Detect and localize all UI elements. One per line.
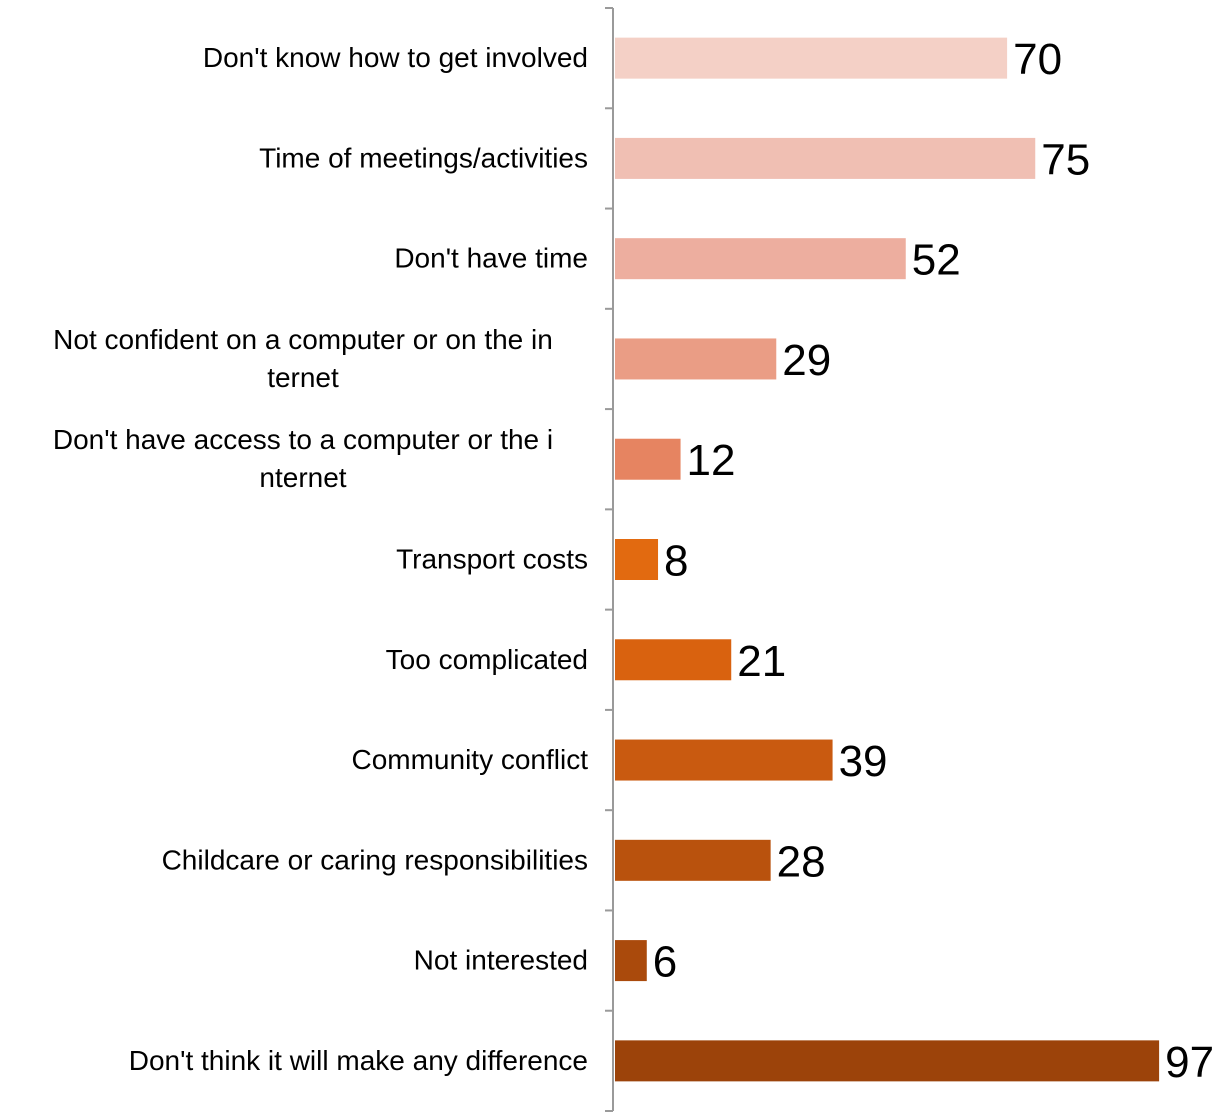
category-label: Childcare or caring responsibilities xyxy=(162,844,588,875)
value-label: 97 xyxy=(1165,1038,1214,1087)
value-label: 28 xyxy=(777,837,826,886)
category-label: Don't think it will make any difference xyxy=(129,1045,588,1076)
value-label: 12 xyxy=(687,436,736,485)
category-label: Don't know how to get involved xyxy=(203,42,588,73)
value-label: 8 xyxy=(664,537,688,586)
category-label-line: Don't have access to a computer or the i xyxy=(53,424,553,455)
value-label: 21 xyxy=(737,637,786,686)
category-label: Don't have access to a computer or the i… xyxy=(53,424,553,493)
bar xyxy=(615,1040,1160,1082)
bar xyxy=(615,137,1036,179)
bar xyxy=(615,839,771,881)
value-label: 70 xyxy=(1013,35,1062,84)
bars-group xyxy=(615,37,1160,1082)
category-labels: Don't know how to get involved Time of me… xyxy=(53,42,588,1076)
category-label: Don't have time xyxy=(394,243,588,274)
bar xyxy=(615,539,659,580)
bar xyxy=(615,238,906,280)
category-label-line: ternet xyxy=(267,362,339,393)
category-label: Not confident on a computer or on the in… xyxy=(53,324,553,393)
category-label: Transport costs xyxy=(396,544,588,575)
value-label: 75 xyxy=(1041,135,1090,184)
value-labels: 70 75 52 29 12 8 21 39 28 6 97 xyxy=(653,35,1214,1087)
category-label: Time of meetings/activities xyxy=(259,142,588,173)
value-label: 39 xyxy=(839,737,888,786)
bar xyxy=(615,37,1008,79)
category-label-line: nternet xyxy=(259,462,346,493)
y-axis-ticks xyxy=(605,7,613,1112)
category-label: Community conflict xyxy=(351,744,588,775)
category-label: Not interested xyxy=(414,945,588,976)
category-label: Too complicated xyxy=(386,644,588,675)
value-label: 6 xyxy=(653,938,677,987)
value-label: 52 xyxy=(912,236,961,285)
value-label: 29 xyxy=(782,336,831,385)
bar xyxy=(615,639,732,681)
category-label-line: Not confident on a computer or on the in xyxy=(53,324,553,355)
bar xyxy=(615,739,833,781)
bar xyxy=(615,338,777,380)
bar xyxy=(615,940,647,982)
bar xyxy=(615,438,681,480)
